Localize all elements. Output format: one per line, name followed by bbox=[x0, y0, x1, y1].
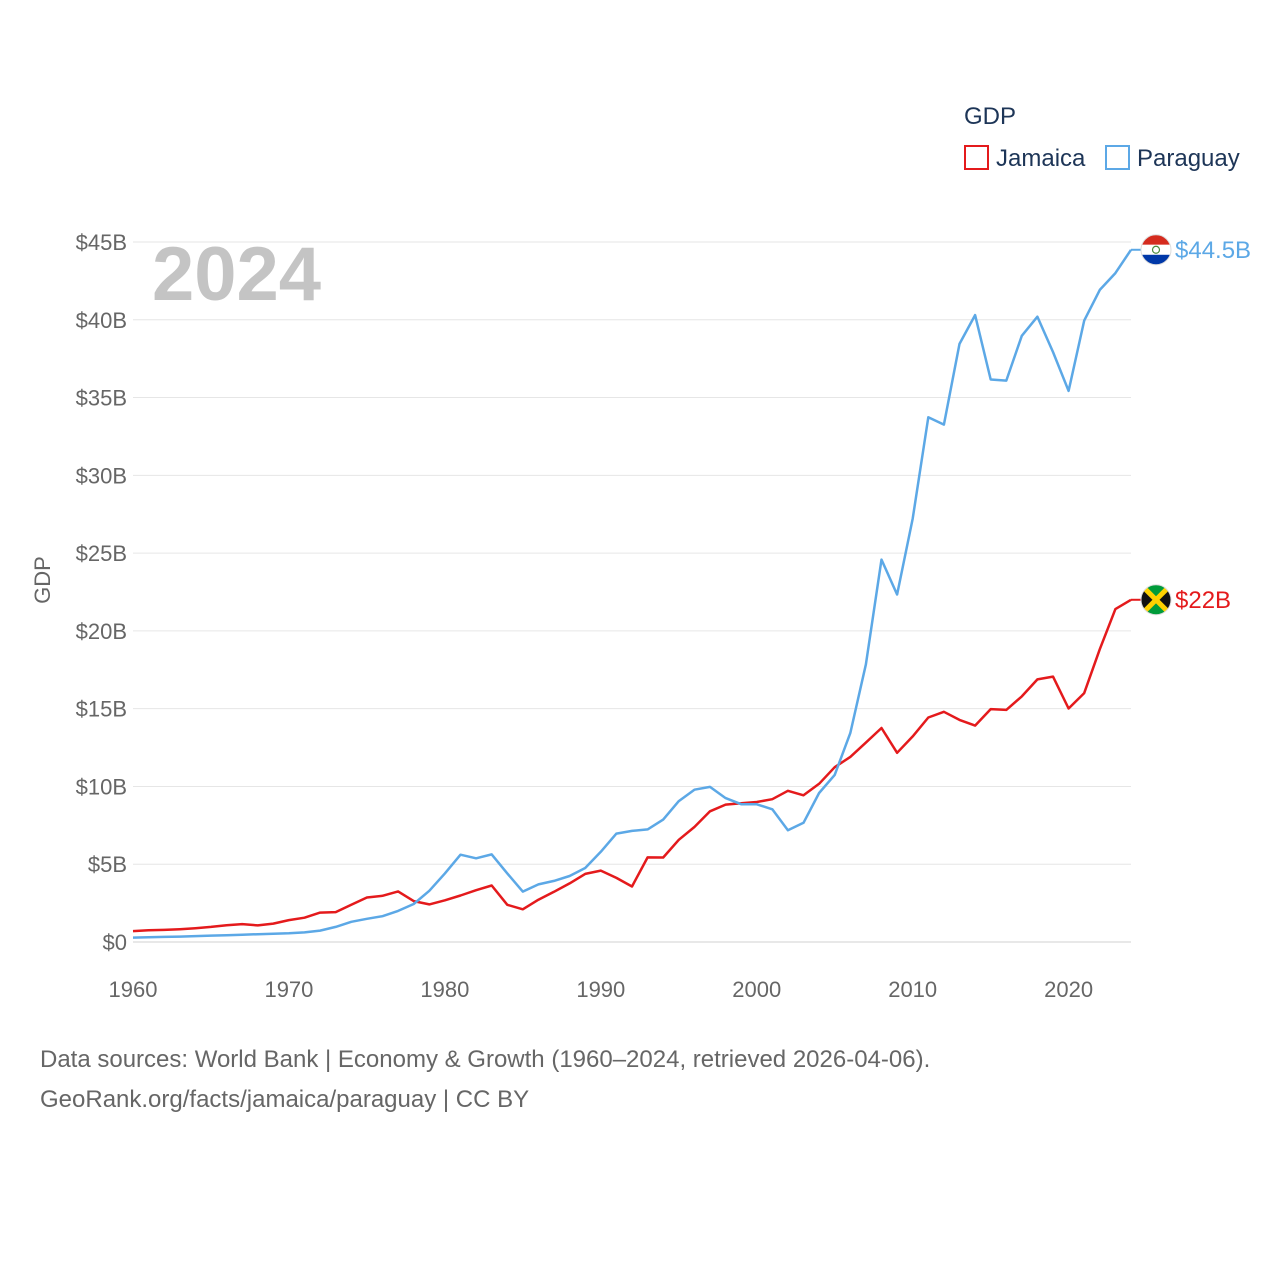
paraguay-flag-icon bbox=[1140, 234, 1172, 266]
series-line-jamaica[interactable] bbox=[132, 598, 1132, 933]
legend-label-paraguay[interactable]: Paraguay bbox=[1137, 145, 1240, 172]
y-gridlines bbox=[133, 241, 1131, 943]
series-end-markers: $22B $44.5B bbox=[1131, 234, 1251, 616]
x-tick-label: 2020 bbox=[1044, 977, 1093, 1002]
series-lines bbox=[132, 249, 1133, 939]
y-tick-label: $45B bbox=[76, 230, 127, 255]
y-axis-label: GDP bbox=[30, 556, 55, 604]
legend-swatch-jamaica[interactable] bbox=[964, 145, 989, 170]
legend-swatch-paraguay[interactable] bbox=[1105, 145, 1130, 170]
y-tick-label: $0 bbox=[103, 930, 127, 955]
y-tick-label: $5B bbox=[88, 852, 127, 877]
y-axis-ticks: $0 $5B $10B $15B $20B $25B $30B $35B $40B $45B bbox=[76, 230, 127, 955]
x-tick-label: 2000 bbox=[732, 977, 781, 1002]
series-line-paraguay[interactable] bbox=[132, 249, 1133, 939]
source-line-2[interactable]: GeoRank.org/facts/jamaica/paraguay | CC … bbox=[40, 1086, 530, 1113]
y-tick-label: $30B bbox=[76, 463, 127, 488]
legend-title: GDP bbox=[964, 103, 1016, 130]
end-value-label-jamaica: $22B bbox=[1175, 587, 1231, 614]
legend[interactable]: GDP Jamaica Paraguay bbox=[964, 103, 1240, 172]
x-tick-label: 2010 bbox=[888, 977, 937, 1002]
source-note: Data sources: World Bank | Economy & Gro… bbox=[40, 1040, 1240, 1120]
y-tick-label: $25B bbox=[76, 541, 127, 566]
jamaica-flag-icon bbox=[1140, 584, 1172, 616]
x-axis-ticks: 1960 1970 1980 1990 2000 2010 2020 bbox=[109, 977, 1094, 1002]
y-tick-label: $15B bbox=[76, 697, 127, 722]
x-tick-label: 1970 bbox=[264, 977, 313, 1002]
x-tick-label: 1960 bbox=[109, 977, 158, 1002]
source-line-1: Data sources: World Bank | Economy & Gro… bbox=[40, 1046, 931, 1073]
y-tick-label: $40B bbox=[76, 308, 127, 333]
y-tick-label: $35B bbox=[76, 386, 127, 411]
y-tick-label: $20B bbox=[76, 619, 127, 644]
x-tick-label: 1980 bbox=[420, 977, 469, 1002]
end-value-label-paraguay: $44.5B bbox=[1175, 237, 1251, 264]
year-watermark: 2024 bbox=[152, 232, 321, 317]
x-tick-label: 1990 bbox=[576, 977, 625, 1002]
y-tick-label: $10B bbox=[76, 774, 127, 799]
legend-label-jamaica[interactable]: Jamaica bbox=[996, 145, 1086, 172]
